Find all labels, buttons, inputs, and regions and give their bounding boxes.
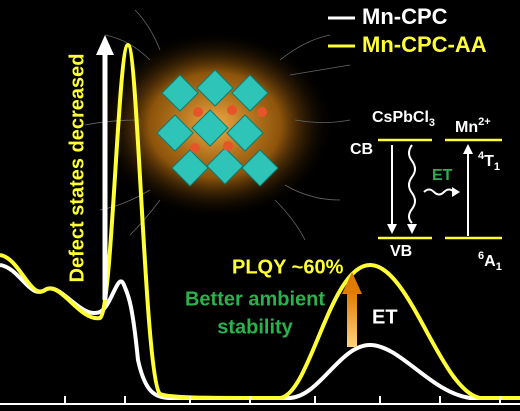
ion-label: Mn2+ <box>455 116 491 136</box>
text-part: 2+ <box>478 116 491 128</box>
state-label: 6A1 <box>478 250 502 273</box>
plqy-label: PLQY ~60% <box>232 256 344 278</box>
vb-label: VB <box>390 243 412 260</box>
state-label: 4T1 <box>478 150 500 173</box>
vertical-annotation: Defect states decreased <box>66 53 88 282</box>
text-part: T <box>484 153 494 170</box>
legend-label: Mn-CPC <box>362 4 448 29</box>
nanocrystal <box>84 9 351 241</box>
text-part: 4 <box>478 150 485 162</box>
et-arrow-head <box>342 272 362 294</box>
et-label: ET <box>432 167 453 184</box>
axis-ticks <box>64 396 501 404</box>
text-part: CsPbCl <box>372 109 429 126</box>
stability-label: Better ambient <box>185 288 325 310</box>
text-part: Mn <box>455 119 478 136</box>
text-part: A <box>484 253 496 270</box>
text-part: 6 <box>478 250 484 262</box>
text-part: 1 <box>494 161 500 173</box>
et-arrow <box>347 292 357 347</box>
text-part: 3 <box>429 117 435 129</box>
cb-label: CB <box>350 141 373 158</box>
legend-label: Mn-CPC-AA <box>362 32 487 57</box>
stability-label: stability <box>217 316 293 338</box>
text-part: 1 <box>496 261 502 273</box>
et-label: ET <box>372 306 398 328</box>
arrow-head <box>96 35 114 55</box>
host-label: CsPbCl3 <box>372 109 435 129</box>
energy-diagram: CsPbCl3 CB VB ET Mn2+ 4T1 6A1 <box>350 109 502 273</box>
spectrum-mn-cpc-aa <box>0 42 520 401</box>
